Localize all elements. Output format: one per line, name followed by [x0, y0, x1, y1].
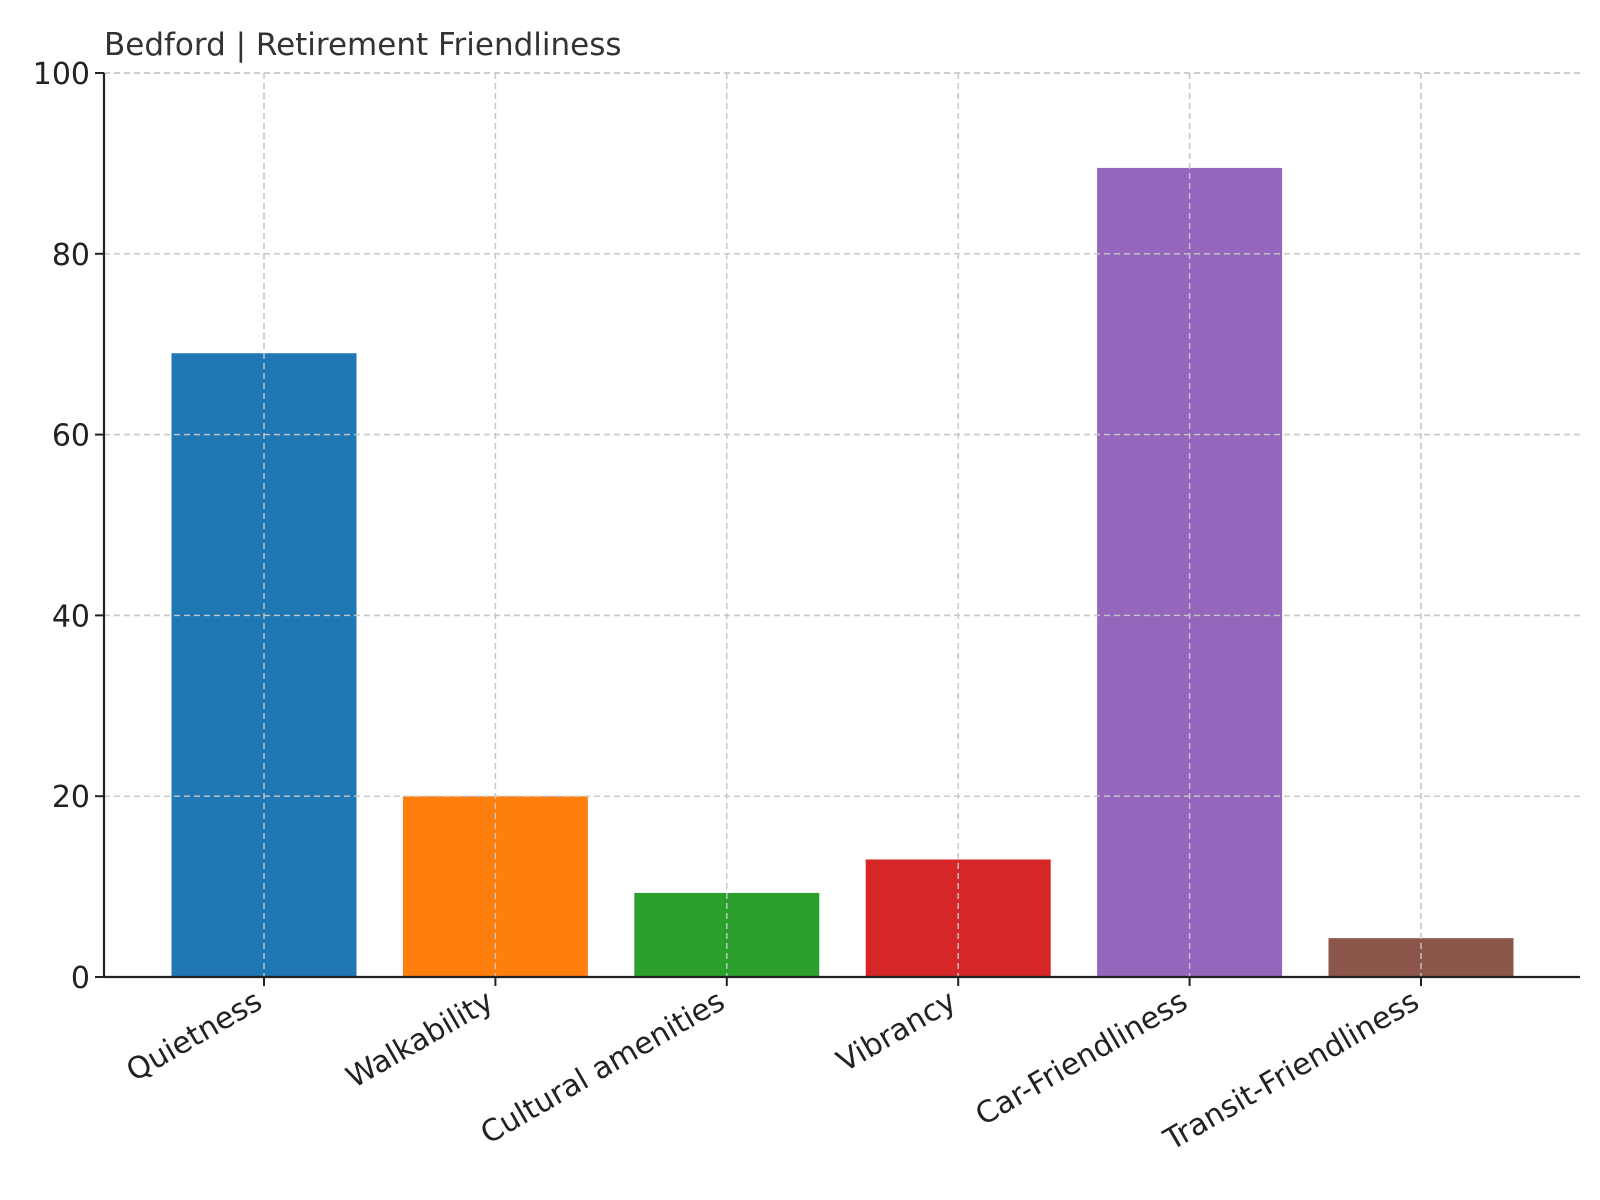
y-tick-label: 20: [52, 780, 90, 815]
y-tick-label: 80: [52, 238, 90, 273]
x-tick-label: Quietness: [121, 984, 268, 1089]
x-tick-label: Car-Friendliness: [970, 984, 1194, 1133]
x-tick-label: Vibrancy: [831, 984, 962, 1080]
x-tick-label: Transit-Friendliness: [1157, 984, 1425, 1159]
y-tick-label: 60: [52, 419, 90, 454]
bars: [104, 72, 1580, 978]
y-tick-label: 40: [52, 599, 90, 634]
chart-title: Bedford | Retirement Friendliness: [104, 27, 622, 63]
y-tick-label: 100: [33, 57, 90, 92]
y-axis-ticks: 0 20 40 60 80 100: [33, 57, 104, 996]
bar-car-friendliness: [1097, 167, 1283, 978]
y-tick-label: 0: [71, 961, 90, 996]
x-tick-label: Cultural amenities: [475, 984, 731, 1152]
axes: [102, 73, 1580, 979]
x-tick-label: Walkability: [341, 984, 500, 1096]
